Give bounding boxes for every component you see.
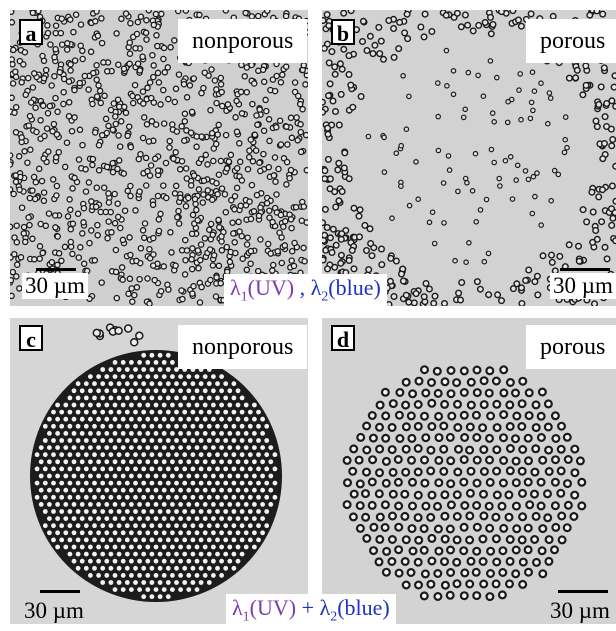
panel-d: d porous 30 µm [322, 318, 616, 624]
panel-c: c nonporous 30 µm [10, 318, 308, 624]
panel-d-scale-bar [558, 590, 608, 593]
caption-top-lambda1: λ [230, 275, 241, 300]
panel-d-label: porous [526, 325, 616, 369]
caption-top-lambda1-sub: 1 [240, 289, 248, 305]
caption-top-lambda2: λ [310, 275, 322, 300]
panel-b-label: porous [526, 19, 616, 63]
panel-c-micrograph [10, 318, 308, 624]
caption-bottom-lambda2-sub: 2 [330, 609, 338, 625]
panel-a-scale-label: 30 µm [22, 273, 88, 299]
panel-b-letter: b [331, 19, 355, 46]
panel-c-label: nonporous [178, 325, 308, 369]
panel-a: a nonporous 30 µm [10, 10, 308, 306]
panel-a-letter: a [19, 19, 43, 46]
panel-b-scale-label: 30 µm [550, 273, 616, 299]
caption-top-blue: (blue) [328, 275, 381, 300]
panel-d-micrograph [322, 318, 616, 624]
caption-bottom-operator: + [296, 595, 320, 620]
caption-bottom-uv: (UV) [249, 595, 297, 620]
caption-top-uv: (UV) [247, 275, 295, 300]
panel-a-label: nonporous [178, 19, 308, 63]
panel-a-scale-bar [36, 268, 76, 271]
panel-b: b porous 30 µm [322, 10, 616, 306]
caption-bottom-lambda2: λ [319, 595, 331, 620]
panel-c-letter: c [19, 325, 43, 352]
caption-top-operator: , [294, 275, 311, 300]
caption-bottom: λ1(UV) + λ2(blue) [226, 594, 396, 631]
panel-d-letter: d [331, 325, 355, 352]
panel-c-scale-bar [40, 590, 80, 593]
caption-top-lambda2-sub: 2 [321, 289, 329, 305]
caption-top: λ1(UV) , λ2(blue) [224, 274, 387, 312]
caption-bottom-blue: (blue) [337, 595, 390, 620]
panel-b-scale-bar [560, 268, 610, 271]
caption-bottom-lambda1: λ [232, 595, 243, 620]
panel-c-scale-label: 30 µm [24, 598, 84, 623]
panel-d-scale-label: 30 µm [550, 598, 610, 623]
caption-bottom-lambda1-sub: 1 [242, 609, 250, 625]
